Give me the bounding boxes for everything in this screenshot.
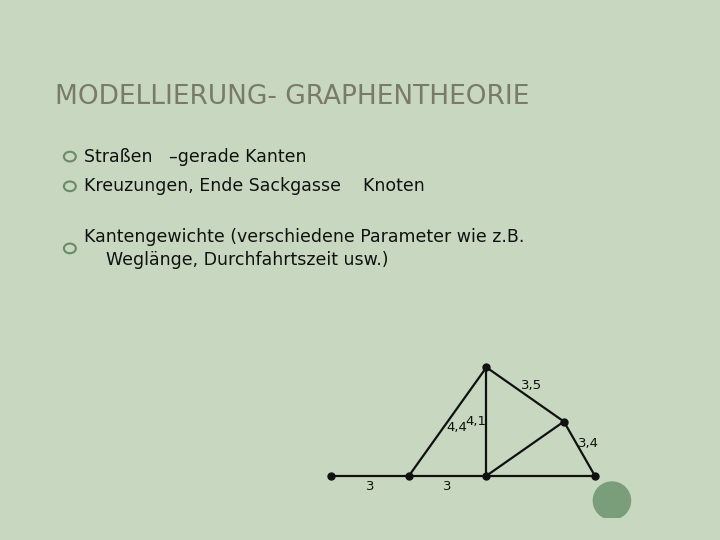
Text: 3: 3: [366, 480, 374, 493]
Text: 4,4: 4,4: [446, 421, 467, 434]
Text: 4,1: 4,1: [465, 415, 486, 428]
Text: Kantengewichte (verschiedene Parameter wie z.B.
    Weglänge, Durchfahrtszeit us: Kantengewichte (verschiedene Parameter w…: [84, 227, 525, 269]
Text: MODELLIERUNG- GRAPHENTHEORIE: MODELLIERUNG- GRAPHENTHEORIE: [55, 84, 530, 110]
Text: 3,4: 3,4: [578, 437, 599, 450]
Text: 3: 3: [444, 480, 452, 493]
Circle shape: [593, 482, 631, 519]
Text: Kreuzungen, Ende Sackgasse    Knoten: Kreuzungen, Ende Sackgasse Knoten: [84, 177, 426, 195]
Text: 3,5: 3,5: [521, 379, 542, 392]
Text: Straßen   –gerade Kanten: Straßen –gerade Kanten: [84, 147, 307, 166]
